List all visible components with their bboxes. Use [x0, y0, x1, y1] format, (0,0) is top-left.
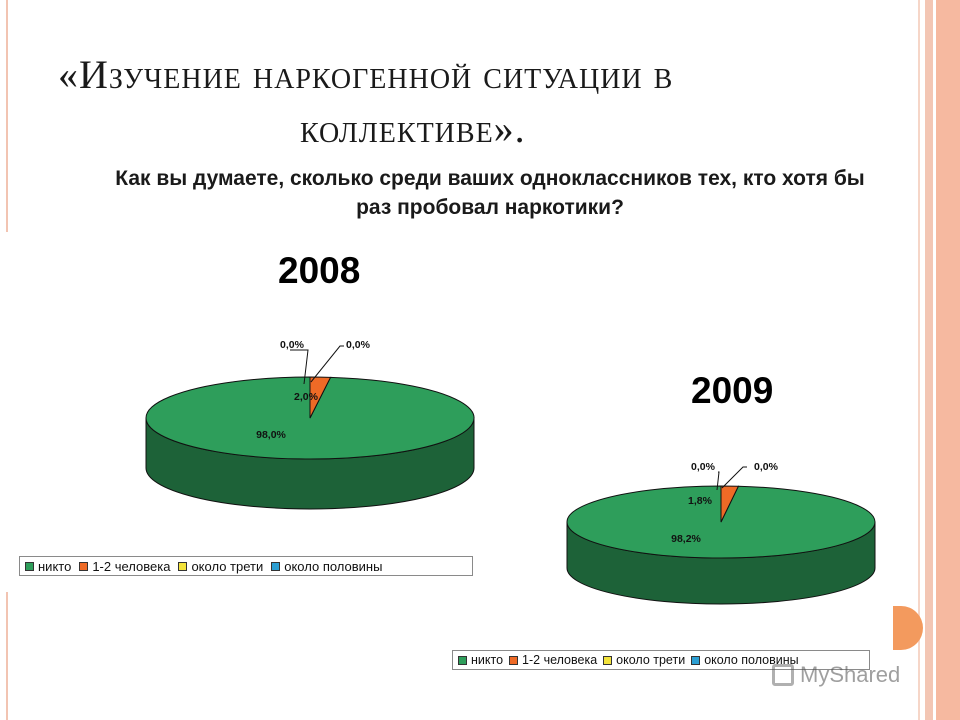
survey-question: Как вы думаете, сколько среди ваших одно… — [115, 167, 865, 219]
watermark: MyShared — [772, 662, 900, 688]
legend-item-около половины: около половины — [271, 559, 382, 574]
chart-title-2008: 2008 — [278, 250, 361, 291]
legend-swatch — [178, 561, 188, 571]
data-label-никто: 98,0% — [256, 429, 286, 441]
data-label-никто: 98,2% — [671, 533, 701, 545]
legend-label: 1-2 человека — [522, 653, 598, 667]
decor-stripe — [925, 0, 933, 720]
legend-swatch — [25, 561, 34, 571]
legend-label: около трети — [191, 558, 264, 574]
title-line-2: коллективе». — [300, 106, 526, 151]
legend-swatch — [79, 561, 89, 571]
watermark-logo-icon — [772, 664, 794, 686]
leader-line-около половины — [310, 345, 344, 383]
data-label-1-2 человека: 1,8% — [688, 495, 713, 507]
legend-item-1-2 человека: 1-2 человека — [509, 653, 597, 667]
legend-item-1-2 человека: 1-2 человека — [79, 559, 170, 574]
watermark-text: MyShared — [800, 662, 901, 687]
leader-line-около половины — [721, 466, 747, 489]
legend-swatch — [691, 655, 701, 665]
slide-title: «Изучение наркогенной ситуации в коллект… — [58, 48, 838, 156]
frame-line-bottom — [6, 592, 8, 720]
data-label-около половины: 0,0% — [346, 339, 371, 351]
legend-label: никто — [471, 653, 504, 667]
frame-line-top — [6, 0, 8, 232]
legend-item-около трети: около трети — [603, 653, 685, 667]
decor-stripe-thin — [918, 0, 920, 720]
pie-slice-1-2 человека — [720, 485, 740, 523]
legend-item-около половины: около половины — [691, 653, 799, 667]
legend-item-никто: никто — [458, 653, 503, 667]
legend-2009: никто 1-2 человека около трети около полови… — [452, 650, 870, 670]
data-label-1-2 человека: 2,0% — [294, 391, 319, 403]
leader-line-около трети — [716, 471, 720, 491]
legend-item-около трети: около трети — [178, 559, 263, 574]
legend-label: около трети — [616, 653, 686, 667]
data-label-около трети: 0,0% — [280, 339, 305, 351]
chart-title-2009: 2009 — [691, 370, 774, 411]
pie-slice-1-2 человека — [309, 376, 332, 419]
legend-2008: никто 1-2 человека около трети около полови… — [19, 556, 473, 576]
legend-swatch — [458, 655, 467, 665]
decor-stripe-wide — [936, 0, 960, 720]
title-line-1: «Изучение наркогенной ситуации в — [58, 52, 674, 97]
data-label-около трети: 0,0% — [691, 461, 716, 473]
legend-item-никто: никто — [25, 559, 71, 574]
legend-swatch — [603, 655, 613, 665]
pie-slice-никто — [145, 376, 475, 460]
leader-line-около трети — [290, 349, 309, 385]
legend-label: никто — [38, 558, 72, 574]
legend-label: около половины — [284, 558, 383, 574]
data-label-около половины: 0,0% — [754, 461, 779, 473]
legend-swatch — [509, 655, 519, 665]
legend-swatch — [271, 561, 281, 571]
legend-label: около половины — [704, 653, 799, 667]
legend-label: 1-2 человека — [92, 558, 171, 574]
